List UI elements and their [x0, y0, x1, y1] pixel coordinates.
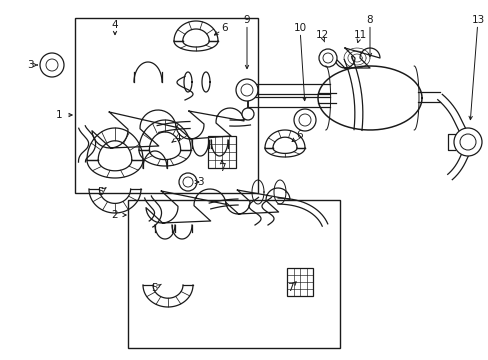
Bar	[128, 200, 339, 348]
Circle shape	[241, 84, 252, 96]
Circle shape	[459, 134, 475, 150]
Circle shape	[318, 49, 336, 67]
Polygon shape	[344, 57, 362, 130]
Text: 1: 1	[55, 110, 62, 120]
Text: 4: 4	[111, 20, 118, 30]
Circle shape	[453, 128, 481, 156]
Text: 9: 9	[243, 15, 250, 25]
Circle shape	[183, 177, 193, 187]
Polygon shape	[417, 92, 439, 102]
Text: 13: 13	[470, 15, 484, 25]
Polygon shape	[247, 84, 329, 94]
Text: 7: 7	[286, 283, 293, 293]
Polygon shape	[209, 199, 238, 209]
Polygon shape	[277, 198, 327, 226]
Polygon shape	[176, 108, 244, 139]
Bar	[207, 136, 236, 168]
Polygon shape	[157, 122, 190, 132]
Text: 7: 7	[218, 163, 225, 173]
Bar	[75, 18, 258, 193]
Text: 3: 3	[27, 60, 33, 70]
Circle shape	[46, 59, 58, 71]
Text: 6: 6	[221, 23, 228, 33]
Circle shape	[323, 53, 332, 63]
Polygon shape	[87, 128, 142, 160]
Polygon shape	[225, 188, 289, 214]
Polygon shape	[92, 110, 176, 148]
Text: 5: 5	[97, 187, 103, 197]
Polygon shape	[317, 66, 421, 130]
Text: 3: 3	[196, 177, 203, 187]
Polygon shape	[144, 196, 161, 227]
Polygon shape	[142, 285, 193, 307]
Text: 4: 4	[174, 133, 181, 143]
Circle shape	[293, 109, 315, 131]
Circle shape	[179, 173, 197, 191]
Text: 6: 6	[296, 130, 303, 140]
Circle shape	[236, 79, 258, 101]
Polygon shape	[79, 126, 96, 162]
Polygon shape	[317, 93, 335, 103]
Polygon shape	[229, 119, 250, 126]
Text: 8: 8	[366, 15, 372, 25]
Text: 2: 2	[111, 210, 118, 220]
Polygon shape	[264, 130, 305, 148]
Polygon shape	[146, 189, 225, 223]
Polygon shape	[139, 150, 191, 166]
Text: 10: 10	[293, 23, 306, 33]
Polygon shape	[87, 160, 142, 178]
Polygon shape	[89, 189, 141, 213]
Polygon shape	[174, 41, 218, 51]
Polygon shape	[437, 94, 470, 180]
Text: 11: 11	[353, 30, 366, 40]
Bar	[286, 268, 312, 296]
Circle shape	[40, 53, 64, 77]
Text: 5: 5	[151, 283, 158, 293]
Circle shape	[298, 114, 310, 126]
Polygon shape	[139, 120, 191, 150]
Text: 12: 12	[315, 30, 328, 40]
Polygon shape	[174, 21, 218, 41]
Polygon shape	[334, 48, 379, 68]
Polygon shape	[247, 97, 329, 107]
Polygon shape	[264, 148, 305, 157]
Circle shape	[242, 108, 253, 120]
